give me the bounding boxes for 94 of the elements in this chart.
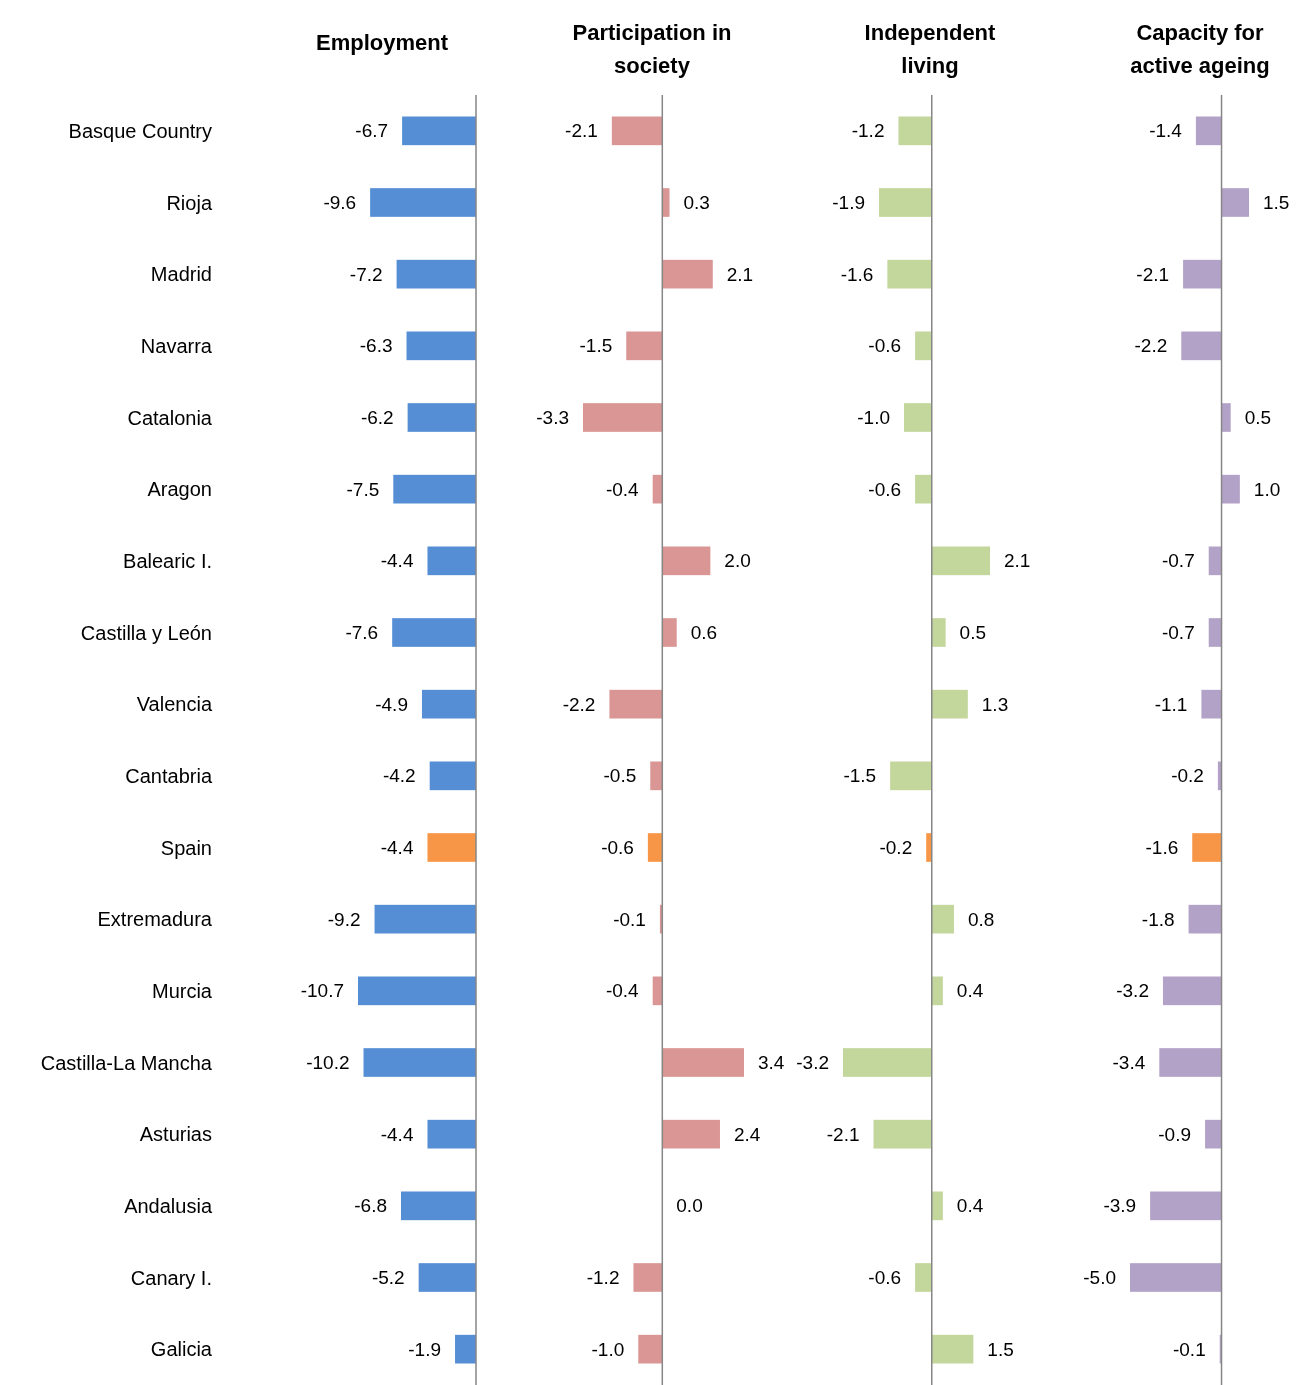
y-tick-label: Castilla y León [80, 621, 212, 644]
data-label: 0.3 [683, 192, 710, 214]
data-label: 0.5 [959, 622, 987, 644]
chart-title: Capacity for active ageing [1130, 20, 1270, 78]
chart-title: Employment [315, 30, 449, 55]
data-label: -1.9 [408, 1338, 442, 1360]
data-label: -1.5 [843, 765, 877, 787]
y-tick-label: Asturias [139, 1123, 212, 1146]
data-label: -6.8 [354, 1195, 388, 1217]
data-label: -1.5 [579, 335, 613, 357]
y-tick-label: Madrid [150, 263, 212, 286]
data-label: -0.1 [613, 908, 646, 930]
data-label: 2.1 [1004, 550, 1031, 572]
y-tick-label: Extremadura [97, 908, 213, 931]
data-label: -7.6 [345, 622, 379, 644]
data-label: 0.4 [956, 1195, 984, 1217]
data-label: -1.0 [591, 1338, 625, 1360]
data-label: -2.2 [562, 693, 596, 715]
data-label: 0.0 [676, 1195, 703, 1217]
data-label: -3.9 [1103, 1195, 1137, 1217]
data-label: 0.4 [956, 980, 984, 1002]
data-label: -2.2 [1134, 335, 1168, 357]
data-label: -5.2 [371, 1267, 405, 1289]
data-label: -4.2 [382, 765, 416, 787]
data-label: -1.8 [1141, 908, 1175, 930]
data-label: -7.5 [346, 478, 380, 500]
data-label: -0.6 [868, 478, 902, 500]
data-label: -1.2 [851, 120, 885, 142]
data-label: -2.1 [565, 120, 598, 142]
data-label: -1.0 [857, 407, 891, 429]
data-label: -3.2 [796, 1052, 829, 1074]
data-label: -3.4 [1112, 1052, 1146, 1074]
data-label: -10.2 [306, 1052, 350, 1074]
data-label: -5.0 [1083, 1267, 1116, 1289]
data-label: -6.7 [355, 120, 389, 142]
y-tick-label: Castilla-La Mancha [40, 1051, 213, 1074]
y-tick-label: Catalonia [127, 406, 213, 429]
data-label: -9.6 [323, 192, 357, 214]
data-label: -0.4 [605, 478, 640, 500]
data-label: -1.4 [1149, 120, 1183, 142]
data-label: -1.6 [1145, 837, 1179, 859]
data-label: 2.1 [726, 263, 754, 285]
data-label: -6.2 [360, 407, 394, 429]
data-label: -2.1 [1136, 263, 1170, 285]
y-tick-label: Basque Country [68, 119, 212, 142]
data-label: -10.7 [300, 980, 344, 1002]
data-label: -3.2 [1116, 980, 1149, 1002]
data-label: 0.6 [690, 622, 718, 644]
y-tick-label: Navarra [140, 334, 213, 357]
data-label: 1.3 [981, 693, 1009, 715]
data-label: -4.4 [380, 837, 414, 859]
data-label: -7.2 [349, 263, 383, 285]
data-label: -4.4 [380, 550, 414, 572]
y-tick-label: Canary I. [130, 1266, 212, 1289]
y-tick-label: Valencia [136, 693, 213, 716]
data-label: -0.9 [1158, 1123, 1192, 1145]
data-label: -6.3 [359, 335, 393, 357]
y-tick-label: Galicia [150, 1338, 213, 1361]
data-label: 0.8 [967, 908, 995, 930]
data-label: -2.1 [826, 1123, 860, 1145]
data-label: -9.2 [327, 908, 361, 930]
data-label: -1.1 [1154, 693, 1188, 715]
y-tick-label: Balearic I. [123, 549, 212, 572]
data-label: -0.2 [1171, 765, 1204, 787]
data-label: -3.3 [536, 407, 569, 429]
y-tick-label: Spain [160, 836, 212, 859]
data-label: -0.7 [1161, 550, 1195, 572]
data-label: -1.2 [586, 1267, 620, 1289]
y-tick-label: Murcia [151, 979, 213, 1002]
data-label: -0.6 [868, 1267, 902, 1289]
data-label: -0.5 [603, 765, 637, 787]
data-label: 1.5 [987, 1338, 1014, 1360]
chart-title: Participation in society [572, 20, 732, 78]
data-label: 1.0 [1253, 478, 1281, 500]
data-label: -1.6 [840, 263, 874, 285]
data-label: 0.5 [1244, 407, 1272, 429]
data-label: -0.7 [1161, 622, 1195, 644]
data-label: -0.1 [1172, 1338, 1206, 1360]
data-label: -0.6 [601, 837, 634, 859]
y-tick-label: Andalusia [124, 1194, 213, 1217]
y-tick-label: Cantabria [125, 764, 213, 787]
data-label: -4.4 [380, 1123, 414, 1145]
data-label: 2.4 [733, 1123, 761, 1145]
data-label: 1.5 [1263, 192, 1290, 214]
data-label: -0.6 [868, 335, 902, 357]
data-label: -1.9 [832, 192, 866, 214]
data-label: -0.2 [879, 837, 913, 859]
data-label: -0.4 [605, 980, 640, 1002]
data-label: 2.0 [724, 550, 751, 572]
y-tick-label: Rioja [166, 191, 213, 214]
data-label: 3.4 [758, 1052, 785, 1074]
chart-title: Independent living [864, 20, 997, 78]
y-tick-label: Aragon [147, 478, 212, 501]
data-label: -4.9 [375, 693, 408, 715]
